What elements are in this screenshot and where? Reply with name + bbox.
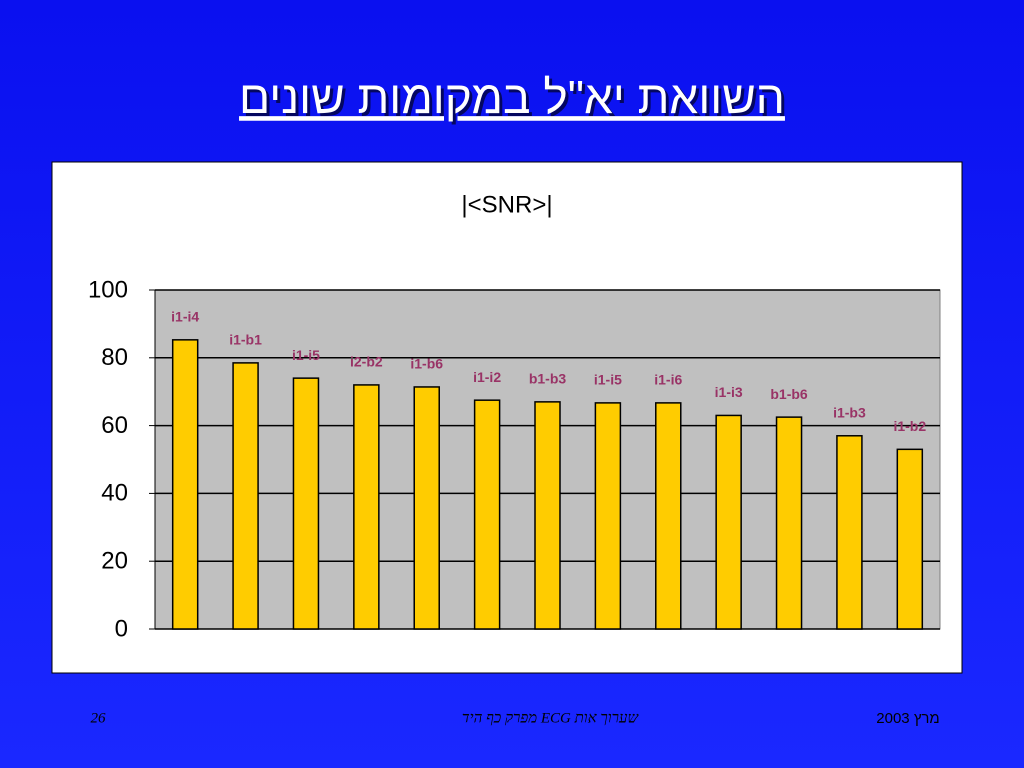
y-tick-label: 100 [88,276,128,303]
bar-label: i1-b1 [229,332,262,348]
bar [171,339,199,630]
bar [715,414,742,630]
bar-label: i1-i2 [473,369,501,385]
bar [775,416,803,630]
bar-label: b1-b6 [770,386,808,402]
bar-label: i1-i5 [594,372,622,388]
bar [896,448,924,630]
y-tick-label: 20 [101,548,128,575]
bar-label: i1-i3 [715,384,743,400]
bar [534,401,561,630]
title-shadow: השוואת יא"ל במקומות שונים [242,74,788,126]
footer-right: מרץ 2003 [876,710,939,727]
bar [413,386,440,630]
bar-label: i1-i4 [171,309,199,325]
bar-label: i1-b3 [833,404,866,420]
chart-title: |<SNR>| [461,191,552,218]
y-tick-label: 60 [101,412,128,439]
y-tick-label: 80 [101,344,128,371]
bar [353,384,380,630]
bar [292,377,320,630]
bar [836,435,863,630]
page-number: 26 [91,710,107,726]
y-tick-label: 0 [115,615,128,642]
bar-label: i2-b2 [350,354,383,370]
bar-label: i1-b2 [893,418,926,434]
bar [655,402,682,630]
footer-center: שערוך אות ECG מפרק כף היד [462,710,640,726]
y-tick-label: 40 [101,480,128,507]
bar [473,399,501,630]
slide-title: השוואת יא"ל במקומות שונים [239,71,785,123]
bar [594,402,622,630]
bar-label: i1-i6 [654,372,682,388]
bar-label: b1-b3 [529,371,567,387]
bar-label: i1-i5 [292,347,320,363]
bar-label: i1-b6 [410,356,443,372]
bar [232,362,259,630]
